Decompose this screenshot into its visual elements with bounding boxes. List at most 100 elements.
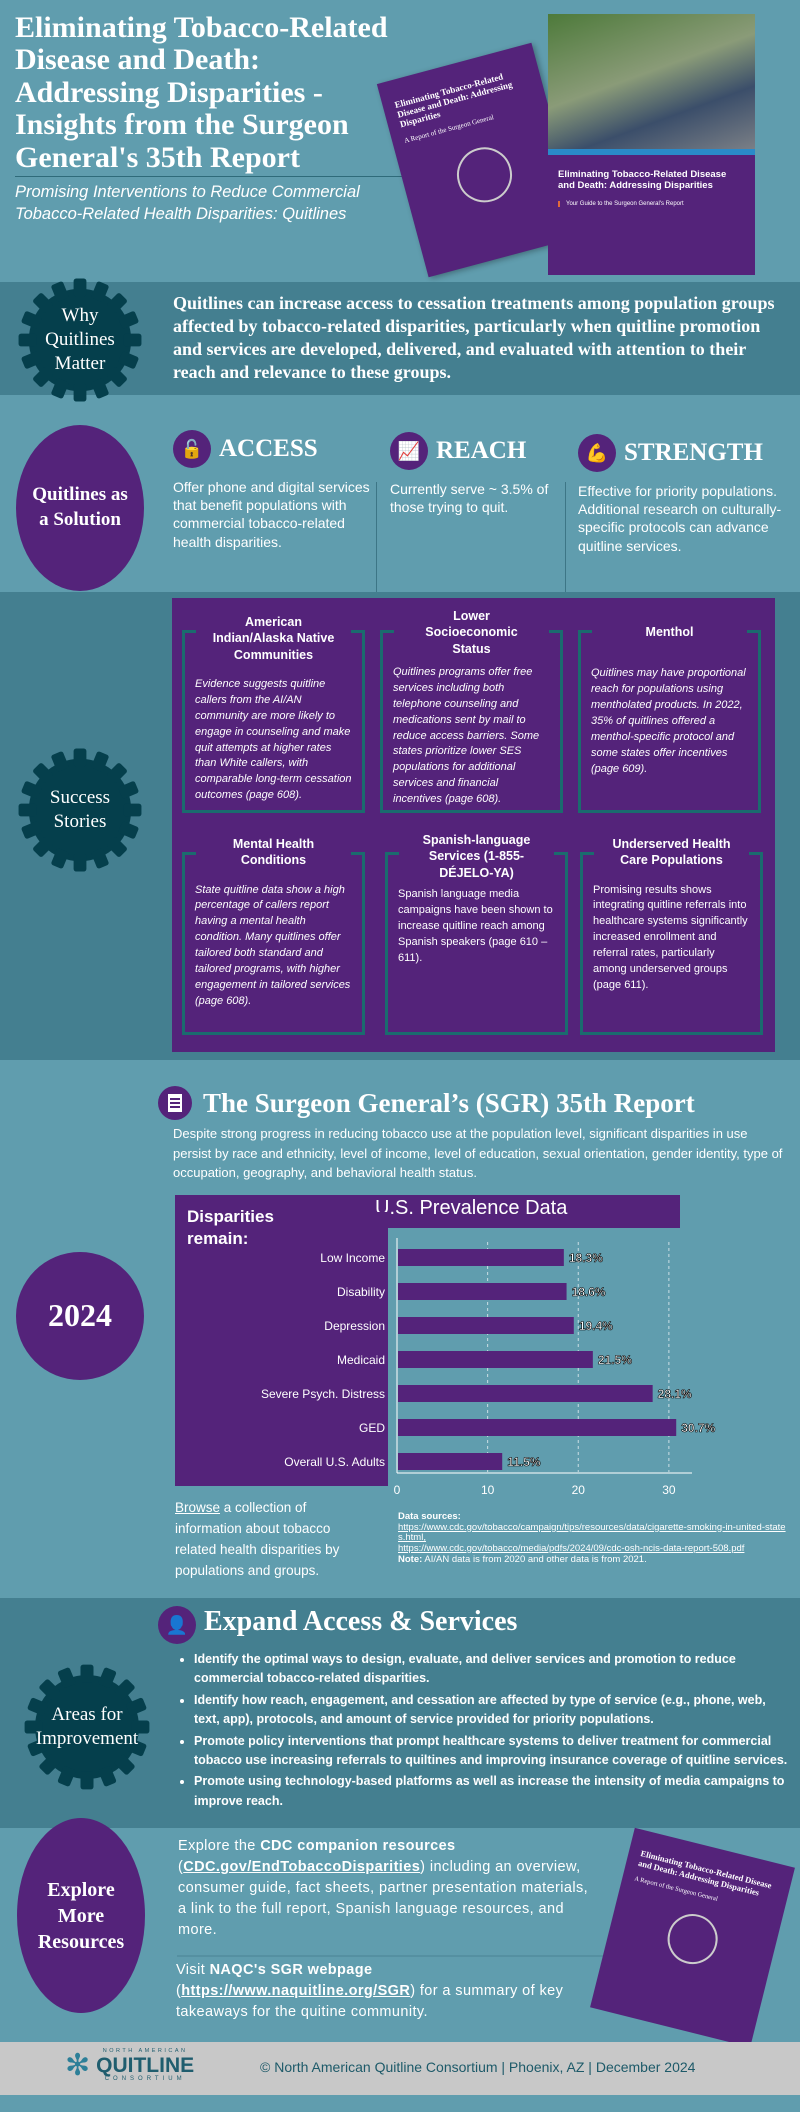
note-text: AI/AN data is from 2020 and other data i… [422, 1553, 647, 1565]
story-text: Quitlines may have proportional reach fo… [591, 667, 746, 775]
data-label: 21.5% [598, 1353, 632, 1367]
badge-label: Areas for Improvement [35, 1704, 139, 1749]
improve-list: Identify the optimal ways to design, eva… [176, 1650, 791, 1813]
browse-text: Browse a collection of information about… [175, 1498, 375, 1582]
category-label: Medicaid [337, 1353, 385, 1367]
story-title: Lower Socioeconomic Status [425, 609, 518, 656]
column-title: STRENGTH [624, 439, 763, 466]
page-title: Eliminating Tobacco-Related Disease and … [15, 11, 388, 174]
bar [398, 1453, 503, 1470]
naqc-link[interactable]: https://www.naquitline.org/SGR [181, 1983, 411, 2000]
category-label: Overall U.S. Adults [284, 1455, 385, 1469]
column-title: REACH [436, 437, 527, 464]
logo-mark-icon: ✻ [65, 2049, 91, 2082]
chart-label-panel [175, 1212, 388, 1486]
prevalence-bar-chart: 0 10 20 30 Low Income 18.3% Disability 18.6% Dep… [261, 1238, 716, 1497]
x-tick-label: 10 [481, 1483, 495, 1497]
story-card: Underserved Health Care Populations Promi… [580, 837, 763, 1035]
column-text: Currently serve ~ 3.5% of those trying t… [390, 481, 549, 516]
data-label: 11.5% [507, 1455, 541, 1469]
column-text: Effective for priority populations. Addi… [578, 483, 782, 554]
strength-column: 💪 STRENGTH Effective for priority populat… [578, 434, 783, 555]
story-title: Mental Health Conditions [232, 837, 315, 868]
subtitle: Promising Interventions to Reduce Commer… [15, 183, 360, 224]
seal-icon [450, 141, 518, 209]
year-badge: 2024 [16, 1252, 144, 1380]
report-book-image: Eliminating Tobacco-Related Disease and … [590, 1827, 795, 2048]
bar [398, 1317, 574, 1334]
story-text: Spanish language media campaigns have be… [398, 887, 553, 964]
why-text: Quitlines can increase access to cessati… [173, 293, 775, 383]
category-label: Low Income [320, 1251, 385, 1265]
story-title: Menthol [645, 625, 694, 639]
gear-shape-icon [24, 1664, 150, 1790]
story-text: Promising results shows integrating quit… [593, 883, 748, 992]
flexed-arm-icon: 💪 [578, 434, 616, 472]
column-title: ACCESS [219, 435, 318, 462]
areas-improvement-badge: Areas for Improvement [22, 1662, 152, 1792]
story-title: American Indian/Alaska Native Communitie… [212, 615, 335, 662]
stories-panel: American Indian/Alaska Native Communitie… [172, 598, 775, 1052]
browse-link[interactable]: Browse [175, 1500, 221, 1515]
seal-icon [661, 1908, 723, 1970]
story-title: Spanish-language Services (1-855-DÉJELO-… [422, 833, 531, 880]
naqc-label: NAQC's SGR webpage [209, 1962, 373, 1978]
bar [398, 1249, 564, 1266]
story-text: Quitlines programs offer free services i… [393, 665, 540, 806]
guide-title: Eliminating Tobacco-Related Disease and … [558, 169, 727, 191]
bar [398, 1351, 593, 1368]
browse-desc: a collection of information about tobacc… [175, 1500, 340, 1578]
sgr-title: The Surgeon General’s (SGR) 35th Report [203, 1088, 695, 1118]
explore-text-2: Visit NAQC's SGR webpage (https://www.naq… [176, 1962, 564, 2021]
footer: ✻ NORTH AMERICAN QUITLINE CONSORTIUM © N… [0, 2042, 800, 2095]
access-column: 🔓 ACCESS Offer phone and digital services… [173, 430, 373, 551]
cdc-resources-label: CDC companion resources [260, 1838, 456, 1854]
cdc-link[interactable]: CDC.gov/EndTobaccoDisparities [183, 1859, 421, 1876]
improve-title: Expand Access & Services [204, 1606, 518, 1637]
bar [398, 1419, 677, 1436]
title-divider [15, 176, 408, 177]
list-item: Identify how reach, engagement, and cess… [194, 1691, 791, 1730]
naqc-logo: ✻ NORTH AMERICAN QUITLINE CONSORTIUM [65, 2048, 195, 2082]
list-item: Identify the optimal ways to design, eva… [194, 1650, 791, 1689]
category-label: Disability [337, 1285, 385, 1299]
list-item: Promote using technology-based platforms… [194, 1772, 791, 1811]
category-label: Severe Psych. Distress [261, 1387, 385, 1401]
unlock-icon: 🔓 [173, 430, 211, 468]
disparities-label: Disparities remain: [187, 1207, 274, 1249]
source-link[interactable]: https://www.cdc.gov/tobacco/campaign/tip… [398, 1521, 786, 1544]
data-label: 30.7% [681, 1421, 715, 1435]
success-stories-badge: Success Stories [14, 746, 146, 874]
sources-label: Data sources: [398, 1511, 461, 1522]
footer-text: © North American Quitline Consortium | P… [260, 2059, 696, 2075]
story-card: Menthol Quitlines may have proportional r… [578, 625, 761, 813]
story-text: Evidence suggests quitline callers from … [195, 677, 352, 802]
people-photo [548, 14, 755, 149]
category-label: Depression [324, 1319, 385, 1333]
story-text: State quitline data show a high percenta… [195, 883, 351, 1008]
source-link[interactable]: https://www.cdc.gov/tobacco/media/pdfs/2… [398, 1542, 745, 1554]
story-card: American Indian/Alaska Native Communitie… [182, 615, 365, 813]
story-title: Underserved Health Care Populations [612, 837, 731, 868]
x-tick-label: 20 [572, 1483, 586, 1497]
data-sources: Data sources: https://www.cdc.gov/tobacc… [398, 1511, 788, 1565]
data-label: 19.4% [579, 1319, 613, 1333]
data-label: 18.3% [569, 1251, 603, 1265]
sgr-text: Despite strong progress in reducing toba… [173, 1126, 783, 1180]
data-label: 28.1% [658, 1387, 692, 1401]
guide-subtitle: Your Guide to the Surgeon General's Repo… [558, 201, 745, 207]
explore-resources-badge: Explore More Resources [17, 1818, 145, 2013]
explore-text-1: Explore the CDC companion resources (CDC.… [178, 1838, 589, 1939]
why-quitlines-badge: Why Quitlines Matter [14, 276, 146, 404]
list-item: Promote policy interventions that prompt… [194, 1732, 791, 1771]
document-icon [158, 1086, 192, 1120]
badge-label: Why Quitlines Matter [45, 305, 115, 374]
badge-label: Success Stories [49, 787, 111, 832]
story-card: Lower Socioeconomic Status Quitlines prog… [380, 609, 563, 813]
story-card: Spanish-language Services (1-855-DÉJELO-… [385, 833, 568, 1035]
headset-person-icon: 👤 [158, 1606, 196, 1644]
reach-column: 📈 REACH Currently serve ~ 3.5% of those t… [390, 432, 560, 516]
x-tick-label: 30 [662, 1483, 676, 1497]
gear-shape-icon [18, 278, 142, 402]
bar [398, 1283, 567, 1300]
